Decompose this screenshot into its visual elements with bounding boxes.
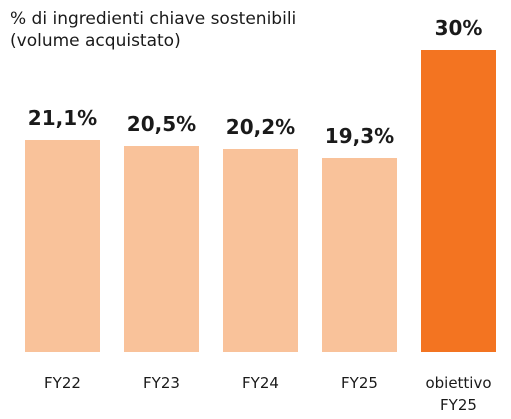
bar [421, 50, 496, 352]
value-label: 20,5% [126, 111, 197, 136]
x-tick-label: obiettivo FY25 [425, 374, 492, 414]
x-tick-label: FY24 [242, 374, 279, 392]
bar [25, 139, 100, 352]
chart-title: % di ingredienti chiave sostenibili (vol… [10, 9, 297, 51]
x-tick-label: FY22 [44, 374, 81, 392]
value-label: 21,1% [27, 105, 98, 130]
x-tick-label: FY23 [143, 374, 180, 392]
value-label: 30% [434, 16, 483, 40]
x-tick-label: FY25 [341, 374, 378, 392]
bar [124, 145, 199, 352]
value-label: 19,3% [324, 123, 395, 148]
value-label: 20,2% [225, 114, 296, 139]
bar [223, 148, 298, 352]
bar [322, 157, 397, 352]
